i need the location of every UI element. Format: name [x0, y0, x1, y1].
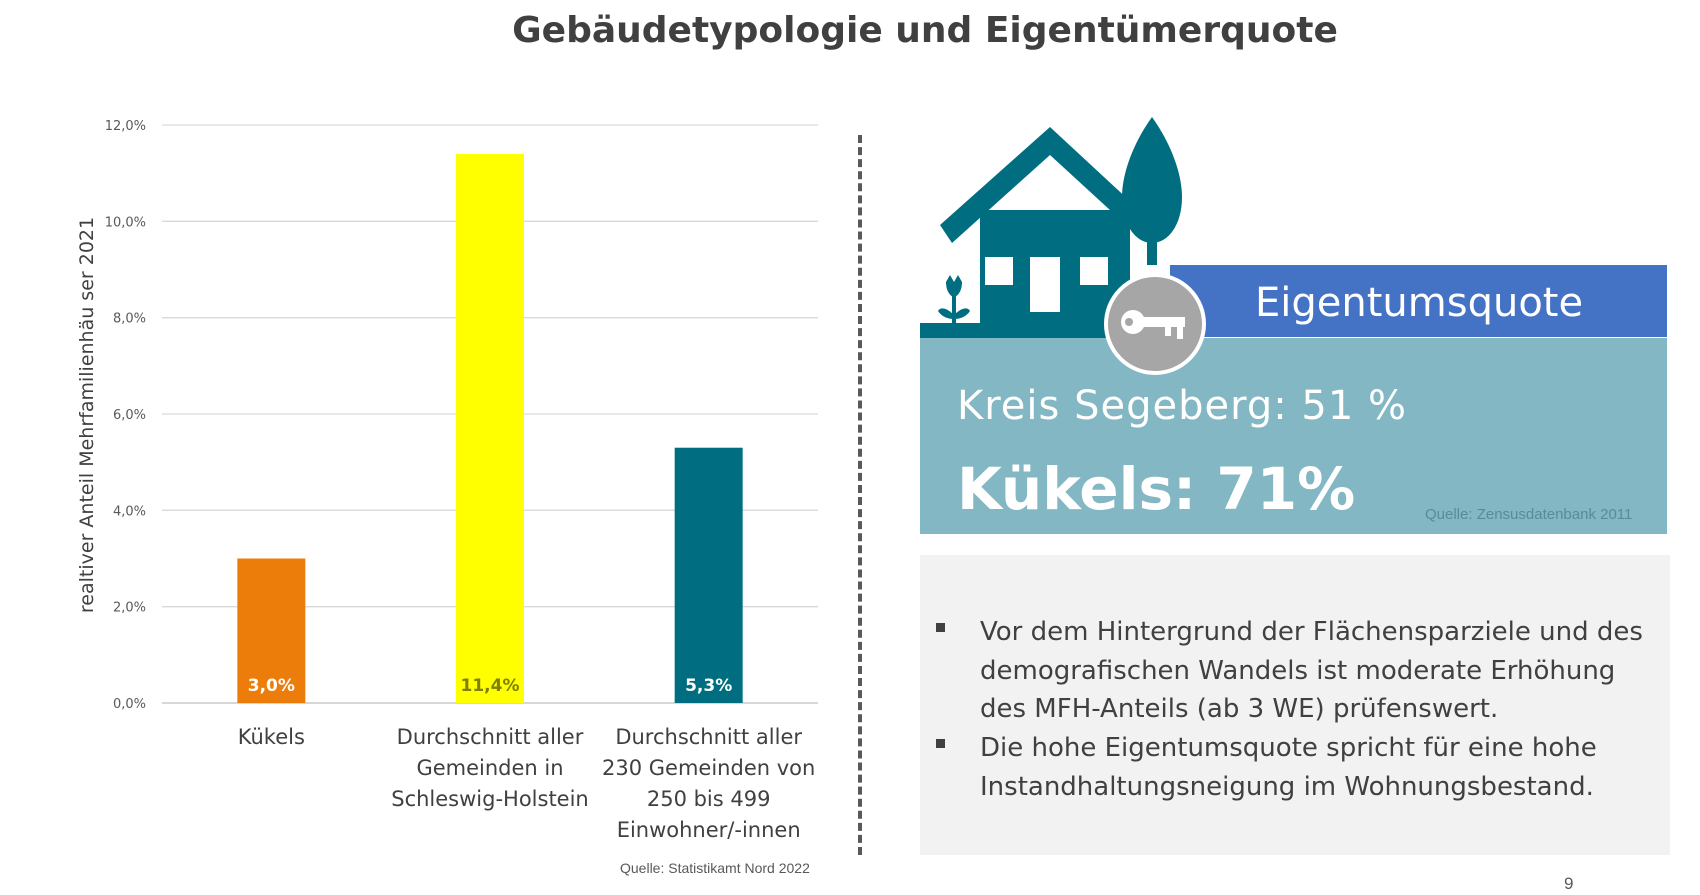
quota-kreis-segeberg: Kreis Segeberg: 51 % — [957, 383, 1408, 429]
data-label: 11,4% — [461, 676, 520, 696]
quota-banner — [1170, 265, 1667, 337]
tulip-icon — [938, 275, 970, 325]
y-tick-labels: 0,0% 2,0% 4,0% 6,0% 8,0% 10,0% 12,0% — [105, 119, 146, 712]
quota-source: Quelle: Zensusdatenbank 2011 — [1425, 506, 1633, 523]
key-icon — [1104, 273, 1206, 375]
page-number: 9 — [1564, 874, 1574, 893]
category-label: Einwohner/-innen — [617, 818, 801, 842]
category-label: Gemeinden in — [416, 756, 563, 780]
y-tick-label: 2,0% — [113, 601, 146, 616]
bar — [674, 447, 743, 703]
y-tick-label: 12,0% — [105, 119, 146, 134]
note-text: Die hohe Eigentumsquote spricht für eine… — [980, 733, 1597, 802]
bullet-icon — [936, 739, 945, 748]
quota-title: Eigentumsquote — [1255, 280, 1584, 326]
y-tick-label: 0,0% — [113, 697, 146, 712]
bar-chart: 0,0% 2,0% 4,0% 6,0% 8,0% 10,0% 12,0% 3,0% 11,4%… — [76, 119, 818, 842]
bar — [237, 558, 306, 703]
category-labels: Kükels Durchschnitt aller Gemeinden in Schl… — [238, 725, 816, 842]
data-label: 3,0% — [248, 676, 295, 696]
category-label: Durchschnitt aller — [615, 725, 802, 749]
y-tick-label: 4,0% — [113, 504, 146, 519]
chart-source: Quelle: Statistikamt Nord 2022 — [620, 860, 810, 876]
notes-box — [920, 555, 1670, 855]
note-item: Die hohe Eigentumsquote spricht für eine… — [936, 729, 1650, 806]
y-tick-label: 8,0% — [113, 312, 146, 327]
tree-icon — [1122, 117, 1182, 265]
bar — [456, 153, 524, 703]
quota-kuekels: Kükels: 71% — [957, 455, 1356, 523]
y-tick-label: 10,0% — [105, 215, 146, 230]
category-label: 230 Gemeinden von — [602, 756, 815, 780]
y-tick-label: 6,0% — [113, 408, 146, 423]
divider — [858, 135, 862, 855]
note-text: Vor dem Hintergrund der Flächensparziele… — [980, 617, 1643, 724]
bars — [237, 153, 743, 703]
data-label: 5,3% — [685, 676, 732, 696]
category-label: 250 bis 499 — [647, 787, 771, 811]
quota-box — [920, 338, 1667, 534]
data-labels: 3,0% 11,4% 5,3% — [248, 676, 732, 696]
category-label: Schleswig-Holstein — [391, 787, 589, 811]
note-item: Vor dem Hintergrund der Flächensparziele… — [936, 613, 1650, 729]
y-axis-label: realtiver Anteil Mehrfamilienhäu ser 202… — [76, 217, 98, 613]
category-label: Kükels — [238, 725, 305, 749]
category-label: Durchschnitt aller — [397, 725, 584, 749]
bullet-icon — [936, 623, 945, 632]
page-title: Gebäudetypologie und Eigentümerquote — [512, 10, 1338, 51]
